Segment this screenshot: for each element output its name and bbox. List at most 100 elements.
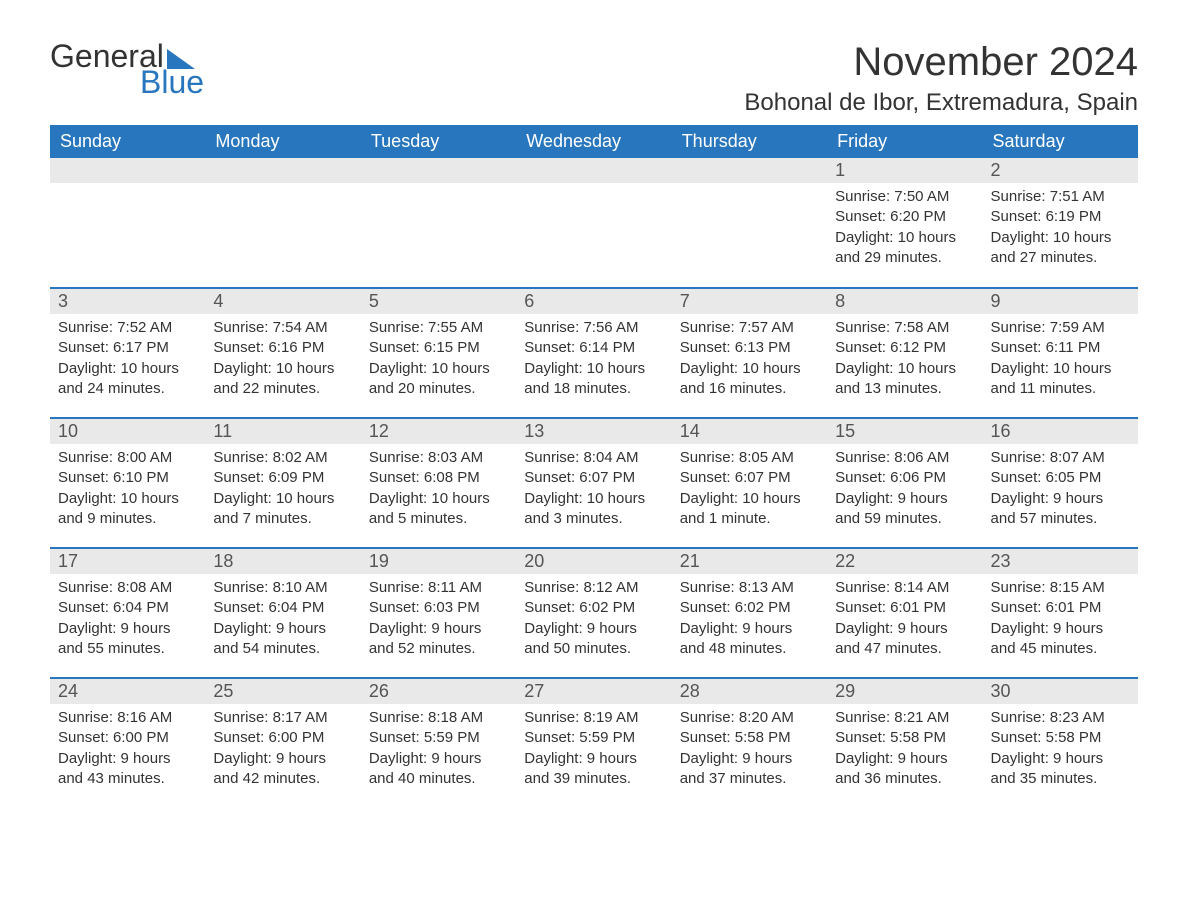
sunset-line: Sunset: 6:20 PM [835,207,974,227]
daylight-line: Daylight: 10 hours and 18 minutes. [524,359,663,400]
calendar-header-row: Sunday Monday Tuesday Wednesday Thursday… [50,125,1138,158]
day-number: 20 [516,549,671,574]
calendar-cell: 3Sunrise: 7:52 AMSunset: 6:17 PMDaylight… [50,288,205,418]
calendar-cell: 30Sunrise: 8:23 AMSunset: 5:58 PMDayligh… [983,678,1138,808]
sunrise-line: Sunrise: 8:04 AM [524,448,663,468]
day-body: Sunrise: 8:10 AMSunset: 6:04 PMDaylight:… [205,574,360,669]
sunrise-line: Sunrise: 7:56 AM [524,318,663,338]
daylight-line: Daylight: 10 hours and 1 minute. [680,489,819,530]
sunset-line: Sunset: 6:05 PM [991,468,1130,488]
day-number: 26 [361,679,516,704]
calendar-cell: 25Sunrise: 8:17 AMSunset: 6:00 PMDayligh… [205,678,360,808]
calendar-cell: 5Sunrise: 7:55 AMSunset: 6:15 PMDaylight… [361,288,516,418]
title-block: November 2024 Bohonal de Ibor, Extremadu… [744,40,1138,117]
sunset-line: Sunset: 6:16 PM [213,338,352,358]
sunrise-line: Sunrise: 8:11 AM [369,578,508,598]
day-number: 8 [827,289,982,314]
month-title: November 2024 [744,40,1138,85]
col-monday: Monday [205,125,360,158]
daylight-line: Daylight: 9 hours and 52 minutes. [369,619,508,660]
logo-sail-icon [167,49,195,69]
sunrise-line: Sunrise: 8:17 AM [213,708,352,728]
sunrise-line: Sunrise: 8:16 AM [58,708,197,728]
sunrise-line: Sunrise: 7:57 AM [680,318,819,338]
daylight-line: Daylight: 9 hours and 36 minutes. [835,749,974,790]
sunrise-line: Sunrise: 8:21 AM [835,708,974,728]
sunset-line: Sunset: 6:15 PM [369,338,508,358]
daylight-line: Daylight: 10 hours and 11 minutes. [991,359,1130,400]
calendar-week: 3Sunrise: 7:52 AMSunset: 6:17 PMDaylight… [50,288,1138,418]
day-body: Sunrise: 8:21 AMSunset: 5:58 PMDaylight:… [827,704,982,799]
sunset-line: Sunset: 6:00 PM [58,728,197,748]
calendar-cell: 26Sunrise: 8:18 AMSunset: 5:59 PMDayligh… [361,678,516,808]
daylight-line: Daylight: 9 hours and 54 minutes. [213,619,352,660]
sunset-line: Sunset: 6:00 PM [213,728,352,748]
sunset-line: Sunset: 6:03 PM [369,598,508,618]
day-body: Sunrise: 8:18 AMSunset: 5:59 PMDaylight:… [361,704,516,799]
sunset-line: Sunset: 6:04 PM [213,598,352,618]
sunset-line: Sunset: 6:07 PM [680,468,819,488]
sunset-line: Sunset: 6:13 PM [680,338,819,358]
sunrise-line: Sunrise: 8:08 AM [58,578,197,598]
sunrise-line: Sunrise: 8:07 AM [991,448,1130,468]
daylight-line: Daylight: 10 hours and 16 minutes. [680,359,819,400]
day-body: Sunrise: 8:16 AMSunset: 6:00 PMDaylight:… [50,704,205,799]
daylight-line: Daylight: 9 hours and 45 minutes. [991,619,1130,660]
day-body: Sunrise: 7:59 AMSunset: 6:11 PMDaylight:… [983,314,1138,409]
calendar-cell: 6Sunrise: 7:56 AMSunset: 6:14 PMDaylight… [516,288,671,418]
sunrise-line: Sunrise: 8:03 AM [369,448,508,468]
sunset-line: Sunset: 5:59 PM [524,728,663,748]
day-body: Sunrise: 8:17 AMSunset: 6:00 PMDaylight:… [205,704,360,799]
sunset-line: Sunset: 6:04 PM [58,598,197,618]
day-number: 16 [983,419,1138,444]
day-number: 4 [205,289,360,314]
col-tuesday: Tuesday [361,125,516,158]
day-body: Sunrise: 8:05 AMSunset: 6:07 PMDaylight:… [672,444,827,539]
day-body: Sunrise: 8:11 AMSunset: 6:03 PMDaylight:… [361,574,516,669]
sunset-line: Sunset: 5:58 PM [991,728,1130,748]
sunrise-line: Sunrise: 8:05 AM [680,448,819,468]
sunrise-line: Sunrise: 7:58 AM [835,318,974,338]
sunrise-line: Sunrise: 8:10 AM [213,578,352,598]
day-body: Sunrise: 7:56 AMSunset: 6:14 PMDaylight:… [516,314,671,409]
calendar-cell: 8Sunrise: 7:58 AMSunset: 6:12 PMDaylight… [827,288,982,418]
daylight-line: Daylight: 10 hours and 24 minutes. [58,359,197,400]
day-number: 5 [361,289,516,314]
calendar-cell: 13Sunrise: 8:04 AMSunset: 6:07 PMDayligh… [516,418,671,548]
day-body: Sunrise: 8:06 AMSunset: 6:06 PMDaylight:… [827,444,982,539]
col-sunday: Sunday [50,125,205,158]
sunrise-line: Sunrise: 7:52 AM [58,318,197,338]
sunset-line: Sunset: 6:12 PM [835,338,974,358]
sunrise-line: Sunrise: 8:23 AM [991,708,1130,728]
calendar-cell [50,158,205,288]
day-number: 29 [827,679,982,704]
calendar-cell: 19Sunrise: 8:11 AMSunset: 6:03 PMDayligh… [361,548,516,678]
calendar-cell: 16Sunrise: 8:07 AMSunset: 6:05 PMDayligh… [983,418,1138,548]
day-body: Sunrise: 8:13 AMSunset: 6:02 PMDaylight:… [672,574,827,669]
sunrise-line: Sunrise: 8:20 AM [680,708,819,728]
sunrise-line: Sunrise: 8:13 AM [680,578,819,598]
calendar-cell: 17Sunrise: 8:08 AMSunset: 6:04 PMDayligh… [50,548,205,678]
sunset-line: Sunset: 6:11 PM [991,338,1130,358]
day-body: Sunrise: 8:20 AMSunset: 5:58 PMDaylight:… [672,704,827,799]
col-wednesday: Wednesday [516,125,671,158]
calendar-cell: 22Sunrise: 8:14 AMSunset: 6:01 PMDayligh… [827,548,982,678]
sunrise-line: Sunrise: 7:55 AM [369,318,508,338]
day-number: 23 [983,549,1138,574]
day-number: 21 [672,549,827,574]
calendar-table: Sunday Monday Tuesday Wednesday Thursday… [50,125,1138,808]
day-number: 3 [50,289,205,314]
calendar-cell: 1Sunrise: 7:50 AMSunset: 6:20 PMDaylight… [827,158,982,288]
sunrise-line: Sunrise: 8:15 AM [991,578,1130,598]
daylight-line: Daylight: 9 hours and 48 minutes. [680,619,819,660]
logo-text-blue: Blue [50,66,204,98]
daylight-line: Daylight: 9 hours and 59 minutes. [835,489,974,530]
sunset-line: Sunset: 6:09 PM [213,468,352,488]
calendar-cell: 4Sunrise: 7:54 AMSunset: 6:16 PMDaylight… [205,288,360,418]
day-number: 25 [205,679,360,704]
day-number: 10 [50,419,205,444]
day-body: Sunrise: 8:12 AMSunset: 6:02 PMDaylight:… [516,574,671,669]
day-number: 22 [827,549,982,574]
day-number: 18 [205,549,360,574]
day-body: Sunrise: 7:58 AMSunset: 6:12 PMDaylight:… [827,314,982,409]
